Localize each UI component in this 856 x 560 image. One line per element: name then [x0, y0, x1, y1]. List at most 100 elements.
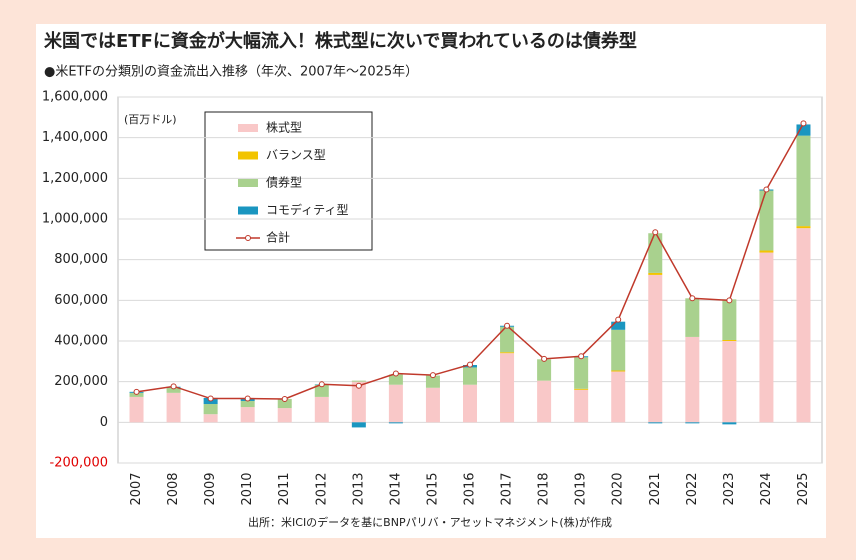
bar	[351, 422, 366, 428]
bar	[574, 388, 589, 390]
bar	[685, 298, 700, 337]
bar	[203, 404, 218, 415]
bar	[351, 380, 366, 382]
bar	[166, 387, 181, 393]
x-tick-label: 2016	[463, 472, 478, 505]
bar	[722, 341, 737, 423]
bar	[277, 398, 292, 409]
x-tick-label: 2017	[500, 472, 515, 505]
marker	[133, 388, 140, 395]
legend-swatch	[238, 124, 258, 132]
bar	[648, 233, 663, 273]
marker	[170, 383, 177, 390]
marker	[652, 229, 659, 236]
x-tick-label: 2013	[351, 472, 366, 505]
bar	[722, 422, 737, 425]
marker	[318, 381, 325, 388]
y-tick-label: 1,400,000	[42, 130, 108, 145]
marker	[244, 395, 251, 402]
bar	[240, 407, 255, 423]
x-tick-label: 2008	[166, 472, 181, 505]
x-tick-label: 2025	[796, 472, 811, 505]
bar	[537, 359, 552, 381]
bar	[277, 408, 292, 423]
y-tick-label: 1,600,000	[42, 90, 108, 105]
y-tick-label: -200,000	[50, 456, 108, 471]
bar	[611, 371, 626, 423]
marker	[689, 295, 696, 302]
y-tick-label: 600,000	[54, 293, 108, 308]
legend-label: 債券型	[266, 175, 302, 190]
bar	[611, 321, 626, 330]
chart-subtitle: ●米ETFの分類別の資金流出入推移（年次、2007年～2025年）	[44, 64, 418, 80]
bar	[500, 326, 515, 353]
x-tick-label: 2019	[574, 472, 589, 505]
x-tick-label: 2010	[240, 472, 255, 505]
x-tick-label: 2011	[277, 472, 292, 505]
bar	[685, 336, 700, 423]
bar	[314, 396, 329, 423]
x-tick-label: 2018	[537, 472, 552, 505]
marker	[578, 353, 585, 360]
bar	[388, 422, 403, 424]
legend-swatch	[238, 151, 258, 160]
marker	[615, 316, 622, 323]
marker	[429, 372, 436, 379]
bar	[759, 190, 774, 251]
bar	[388, 384, 403, 423]
bar	[129, 396, 144, 423]
legend-swatch	[238, 179, 258, 187]
bar	[685, 422, 700, 424]
bar	[722, 299, 737, 340]
legend-label: 合計	[266, 230, 290, 245]
x-tick-label: 2024	[759, 472, 774, 505]
bar	[463, 367, 477, 385]
legend-label: コモディティ型	[266, 202, 348, 217]
marker	[504, 322, 511, 329]
x-tick-label: 2014	[388, 472, 403, 505]
bar	[166, 392, 181, 423]
panel	[36, 24, 826, 538]
x-tick-label: 2009	[203, 472, 218, 505]
marker	[541, 355, 548, 362]
x-tick-label: 2012	[314, 472, 329, 505]
marker	[467, 361, 473, 368]
marker	[763, 186, 770, 193]
x-tick-label: 2015	[425, 472, 440, 505]
legend-label: バランス型	[266, 148, 326, 162]
bar	[129, 392, 144, 397]
legend-swatch	[245, 235, 251, 241]
x-tick-label: 2020	[611, 472, 626, 505]
y-tick-label: 200,000	[54, 374, 108, 389]
bar	[537, 380, 552, 423]
legend-label: 株式型	[266, 120, 302, 135]
bar	[351, 381, 366, 423]
y-tick-label: 800,000	[54, 252, 108, 267]
x-tick-label: 2007	[129, 472, 144, 505]
bar	[463, 384, 477, 423]
bar	[574, 357, 589, 389]
bar	[611, 329, 626, 371]
bar	[388, 374, 403, 385]
marker	[392, 370, 399, 377]
marker	[800, 120, 807, 127]
bar	[796, 228, 811, 423]
legend	[204, 111, 373, 251]
y-tick-label: 1,000,000	[42, 212, 108, 227]
bar	[240, 400, 255, 408]
bar	[611, 370, 626, 372]
bar	[796, 124, 811, 136]
bar	[425, 387, 440, 423]
bar	[648, 272, 663, 275]
bar	[796, 226, 811, 229]
bar	[425, 375, 440, 388]
bar	[203, 414, 218, 423]
y-axis-label: (百万ドル)	[124, 113, 177, 126]
y-tick-label: 0	[100, 415, 108, 430]
bar	[314, 384, 329, 397]
bar	[648, 274, 663, 423]
bar	[759, 250, 774, 253]
x-tick-label: 2023	[722, 472, 737, 505]
bar	[759, 252, 774, 423]
